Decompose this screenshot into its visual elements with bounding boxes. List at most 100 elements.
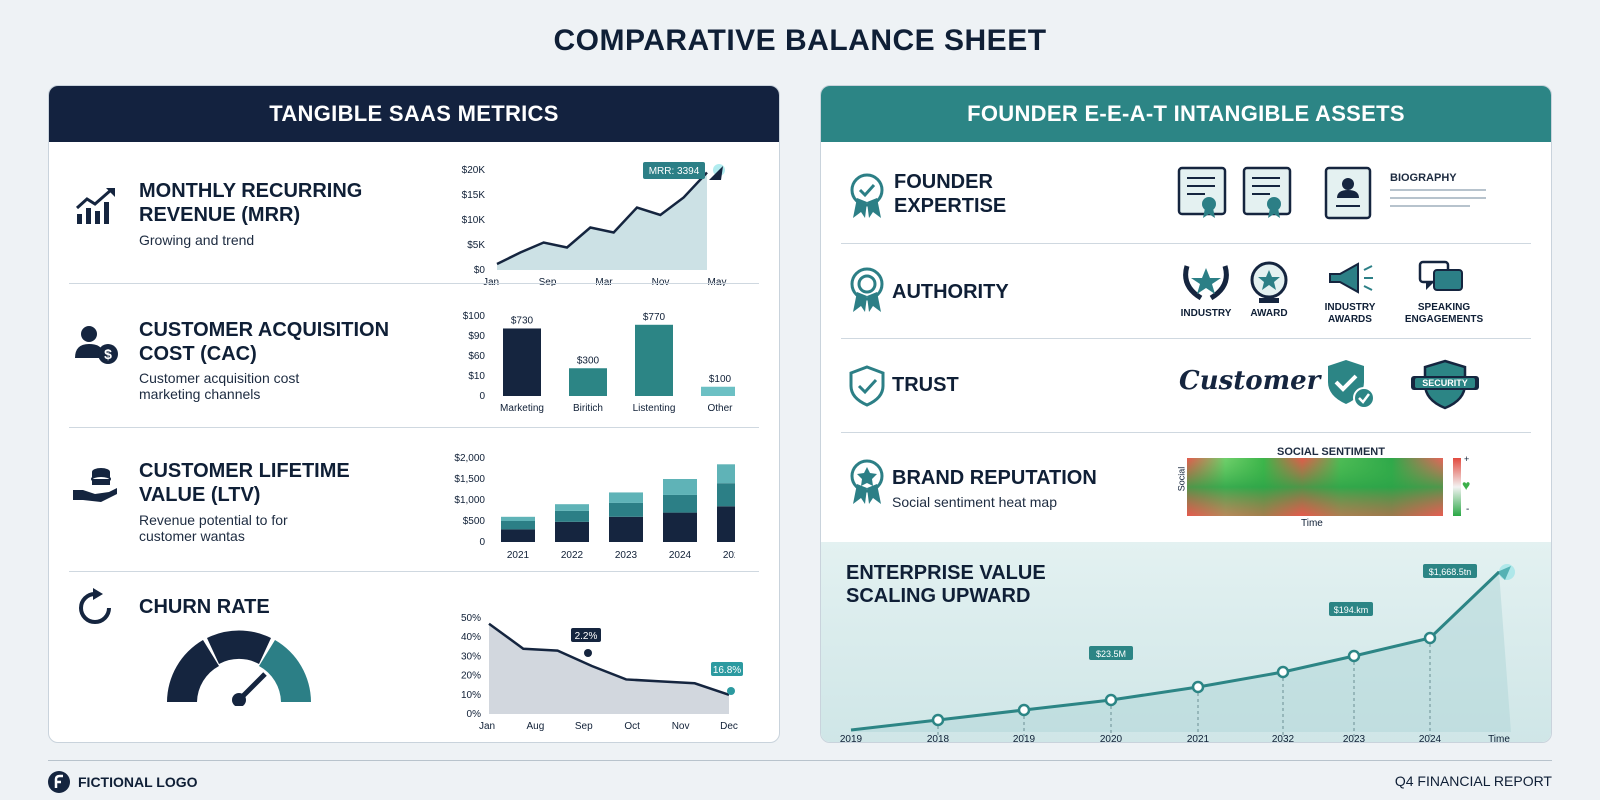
ltv-bar-segment [501, 516, 535, 521]
ev-x-tick: 2032 [1272, 734, 1295, 743]
expertise-title-line-2: EXPERTISE [894, 195, 1007, 217]
svg-text:$: $ [104, 346, 112, 362]
churn-y-tick: 10% [461, 690, 481, 701]
mrr-y-tick: $15K [462, 190, 486, 201]
ev-x-tick: 2024 [1419, 734, 1442, 743]
authority-title: AUTHORITY [892, 281, 1009, 303]
ltv-chart: 0 $500 $1,000 $1,500 $2,000 2021 2022 2023 2024 2… [454, 453, 735, 561]
footer-divider [48, 760, 1552, 761]
ev-x-tick: Time [1488, 734, 1510, 743]
authority-medal-icon [850, 267, 884, 312]
ev-label-2: $194.km [1334, 605, 1369, 615]
ltv-y-tick: $1,000 [454, 495, 485, 506]
cac-y-tick: $10 [468, 371, 485, 382]
award-label: AWARD [1250, 308, 1288, 319]
ltv-y-tick: $500 [463, 516, 486, 527]
ev-label-1: $23.5M [1096, 649, 1126, 659]
ltv-title-line-2: VALUE (LTV) [139, 484, 261, 506]
ltv-bar-segment [609, 516, 643, 542]
brand-badge-icon [850, 459, 884, 504]
footer-logo: FICTIONAL LOGO [48, 771, 198, 793]
ltv-bar-segment [663, 479, 697, 495]
growth-chart-icon [75, 188, 115, 224]
ev-label-3: $1,668.5tn [1429, 567, 1472, 577]
churn-title: CHURN RATE [139, 596, 270, 618]
churn-x-tick: Sep [575, 721, 593, 732]
certificate-icon [1242, 166, 1292, 218]
sentiment-heatmap [1187, 458, 1461, 516]
ev-point [931, 713, 945, 727]
ev-point [1191, 680, 1205, 694]
mrr-line [496, 171, 708, 266]
ev-x-tick: 2021 [1187, 734, 1210, 743]
mrr-subtitle: Growing and trend [139, 232, 255, 248]
award-trophy-icon [1250, 261, 1288, 303]
heatmap-xlabel: Time [1301, 518, 1323, 529]
ltv-bar-segment [555, 504, 589, 511]
tangible-metrics-header: TANGIBLE SAAS METRICS [49, 86, 779, 142]
heatmap-title: SOCIAL SENTIMENT [1277, 446, 1385, 458]
cac-x-tick: Biritich [573, 403, 603, 414]
ltv-bar-segment [663, 512, 697, 542]
refresh-cycle-icon [79, 588, 111, 624]
ltv-subtitle-line-1: Revenue potential to for [139, 512, 288, 528]
cac-bar [701, 386, 735, 396]
industry-label: INDUSTRY [1180, 308, 1232, 319]
mrr-x-tick: May [708, 277, 727, 286]
mrr-y-tick: $5K [467, 240, 485, 251]
ev-point [1347, 649, 1361, 663]
churn-x-tick: Nov [672, 721, 690, 732]
cac-x-tick: Other [707, 403, 733, 414]
trust-title: TRUST [892, 374, 959, 396]
churn-y-tick: 40% [461, 632, 481, 643]
mrr-x-tick: Nov [652, 277, 670, 286]
cac-data-label: $730 [511, 315, 534, 326]
mrr-x-tick: Mar [595, 277, 613, 286]
cac-data-label: $770 [643, 312, 666, 323]
churn-x-tick: Oct [624, 721, 640, 732]
ltv-y-tick: $1,500 [454, 474, 485, 485]
ltv-x-tick: 2022 [561, 550, 584, 561]
cac-bar [635, 324, 673, 396]
cac-title-line-1: CUSTOMER ACQUISITION [139, 319, 390, 341]
security-shield-icon: SECURITY [1411, 359, 1479, 410]
heatmap-scale-minus: - [1466, 504, 1470, 515]
divider [69, 283, 759, 284]
ev-point [1276, 665, 1290, 679]
churn-callout-1: 2.2% [575, 631, 598, 642]
mrr-callout: MRR: 3394 [649, 166, 700, 177]
verified-shield-icon [1328, 360, 1375, 409]
intangible-assets-header: FOUNDER E-E-A-T INTANGIBLE ASSETS [821, 86, 1551, 142]
cac-x-tick: Marketing [500, 403, 544, 414]
ltv-bar-segment [663, 494, 697, 513]
brand-title: BRAND REPUTATION [892, 467, 1097, 489]
ltv-y-tick: $2,000 [454, 453, 485, 464]
churn-y-tick: 0% [467, 709, 482, 720]
page-title: COMPARATIVE BALANCE SHEET [553, 24, 1047, 57]
churn-x-tick: Aug [527, 721, 545, 732]
divider [841, 432, 1531, 433]
churn-x-tick: Jan [479, 721, 495, 732]
biography-lines [1390, 189, 1486, 207]
ev-x-tick: 2023 [1343, 734, 1366, 743]
mrr-y-tick: $20K [462, 165, 486, 176]
brand-subtitle: Social sentiment heat map [892, 494, 1057, 510]
cac-title-line-2: COST (CAC) [139, 343, 257, 365]
ltv-bar-segment [555, 521, 589, 542]
ltv-bar-segment [501, 521, 535, 530]
enterprise-chart: $23.5M $194.km $1,668.5tn 2019 2018 2019 20… [840, 564, 1515, 743]
cac-y-tick: 0 [479, 391, 485, 402]
ev-point [1017, 703, 1031, 717]
report-label: Q4 FINANCIAL REPORT [1394, 773, 1552, 789]
mrr-title-line-1: MONTHLY RECURRING [139, 180, 363, 202]
megaphone-icon [1329, 262, 1373, 294]
ev-x-tick: 2019 [1013, 734, 1036, 743]
ltv-bar-segment [717, 483, 735, 507]
ev-point [1423, 631, 1437, 645]
heatmap-scale-plus: + [1464, 454, 1470, 464]
ltv-bar-segment [501, 529, 535, 542]
speech-bubbles-icon [1418, 260, 1463, 291]
ev-point [1104, 693, 1118, 707]
cac-data-label: $100 [709, 374, 732, 385]
divider [69, 571, 759, 572]
